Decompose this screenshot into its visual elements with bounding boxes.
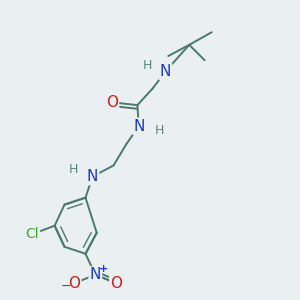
Text: O: O xyxy=(68,276,80,291)
Text: −: − xyxy=(61,280,72,292)
Text: N: N xyxy=(133,119,145,134)
Text: H: H xyxy=(142,59,152,72)
Text: +: + xyxy=(99,264,108,274)
Text: N: N xyxy=(87,169,98,184)
Text: H: H xyxy=(69,163,78,176)
Text: N: N xyxy=(90,267,101,282)
Text: O: O xyxy=(110,276,122,291)
Text: Cl: Cl xyxy=(26,227,39,241)
Text: O: O xyxy=(106,95,118,110)
Text: N: N xyxy=(160,64,171,79)
Text: H: H xyxy=(155,124,164,137)
